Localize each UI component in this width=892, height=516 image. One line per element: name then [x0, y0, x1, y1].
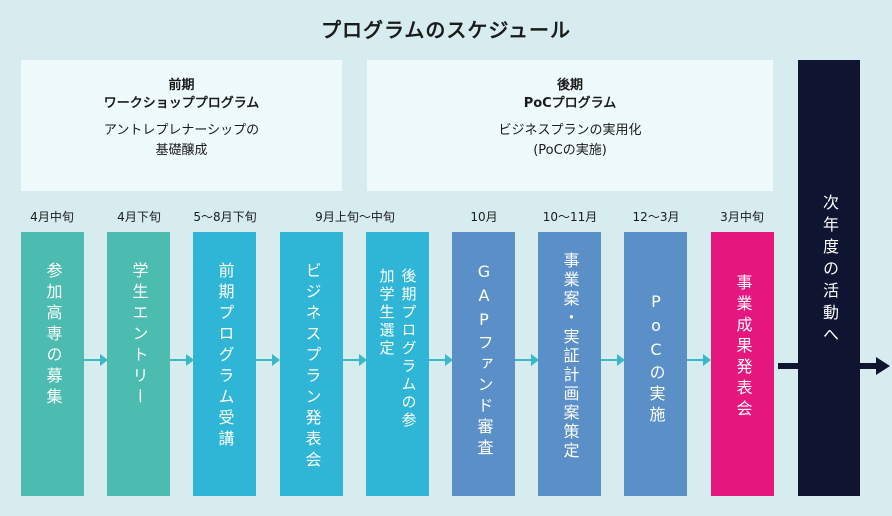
phase-early: 前期 ワークショッププログラム アントレプレナーシップの 基礎醸成	[21, 60, 342, 191]
timeline-label: 3月中旬	[720, 210, 764, 224]
step-box: PoCの実施	[624, 232, 687, 496]
timeline-label: 10〜11月	[542, 210, 598, 224]
step-label: PoCの実施	[646, 292, 666, 427]
step-box: 学生エントリー	[107, 232, 170, 496]
step-box: 後期プログラムの参加学生選定	[366, 232, 429, 496]
step-label: 学生エントリー	[129, 262, 149, 409]
phase-late-description: ビジネスプランの実用化 (PoCの実施)	[367, 121, 773, 161]
page-title: プログラムのスケジュール	[321, 18, 571, 42]
arrow-right-icon	[778, 357, 890, 375]
phase-late-desc-2: (PoCの実施)	[533, 143, 607, 158]
phase-early-desc-1: アントレプレナーシップの	[103, 123, 260, 138]
next-year-box: 次年度の活動へ	[798, 60, 860, 496]
step-box: ビジネスプラン発表会	[280, 232, 343, 496]
step-box: GAPファンド審査	[452, 232, 515, 496]
timeline-label: 9月上旬〜中旬	[315, 210, 395, 224]
connector-line	[429, 359, 445, 361]
arrow-head-icon	[531, 354, 539, 366]
timeline-label: 12〜3月	[632, 210, 680, 224]
arrow-head-icon	[100, 354, 108, 366]
phase-late-desc-1: ビジネスプランの実用化	[498, 123, 642, 138]
step-label: 参加高専の募集	[43, 262, 63, 409]
step-box: 前期プログラム受講	[193, 232, 256, 496]
arrow-head-icon	[359, 354, 367, 366]
phase-late-heading-1: 後期	[556, 78, 583, 93]
phase-early-heading-1: 前期	[168, 78, 195, 93]
arrow-head-icon	[186, 354, 194, 366]
connector-line	[256, 359, 272, 361]
step-box: 参加高専の募集	[21, 232, 84, 496]
connector-line	[687, 359, 703, 361]
timeline-label: 4月中旬	[30, 210, 74, 224]
phase-late-heading-2: PoCプログラム	[523, 96, 617, 111]
step-label: 前期プログラム受講	[215, 262, 235, 451]
phase-early-description: アントレプレナーシップの 基礎醸成	[21, 121, 342, 161]
step-label: 事業成果発表会	[733, 274, 753, 421]
connector-line	[84, 359, 100, 361]
arrow-head-icon	[703, 354, 711, 366]
connector-line	[170, 359, 186, 361]
phase-early-desc-2: 基礎醸成	[155, 143, 208, 158]
step-label: ビジネスプラン発表会	[302, 262, 322, 472]
step-box: 事業成果発表会	[711, 232, 774, 496]
step-label: 事業案・実証計画案策定	[560, 252, 580, 461]
step-label: GAPファンド審査	[474, 262, 494, 460]
arrow-head-icon	[617, 354, 625, 366]
connector-line	[343, 359, 359, 361]
connector-line	[515, 359, 531, 361]
phase-early-heading-2: ワークショッププログラム	[103, 96, 260, 111]
phase-late: 後期 PoCプログラム ビジネスプランの実用化 (PoCの実施)	[367, 60, 773, 191]
step-label: 後期プログラムの参加学生選定	[377, 268, 418, 430]
arrow-head-icon	[272, 354, 280, 366]
connector-line	[601, 359, 617, 361]
step-box: 事業案・実証計画案策定	[538, 232, 601, 496]
timeline-label: 5〜8月下旬	[193, 210, 257, 224]
timeline-label: 4月下旬	[117, 210, 161, 224]
timeline-label: 10月	[470, 210, 498, 224]
next-year-label: 次年度の活動へ	[820, 194, 839, 348]
arrow-head-icon	[445, 354, 453, 366]
